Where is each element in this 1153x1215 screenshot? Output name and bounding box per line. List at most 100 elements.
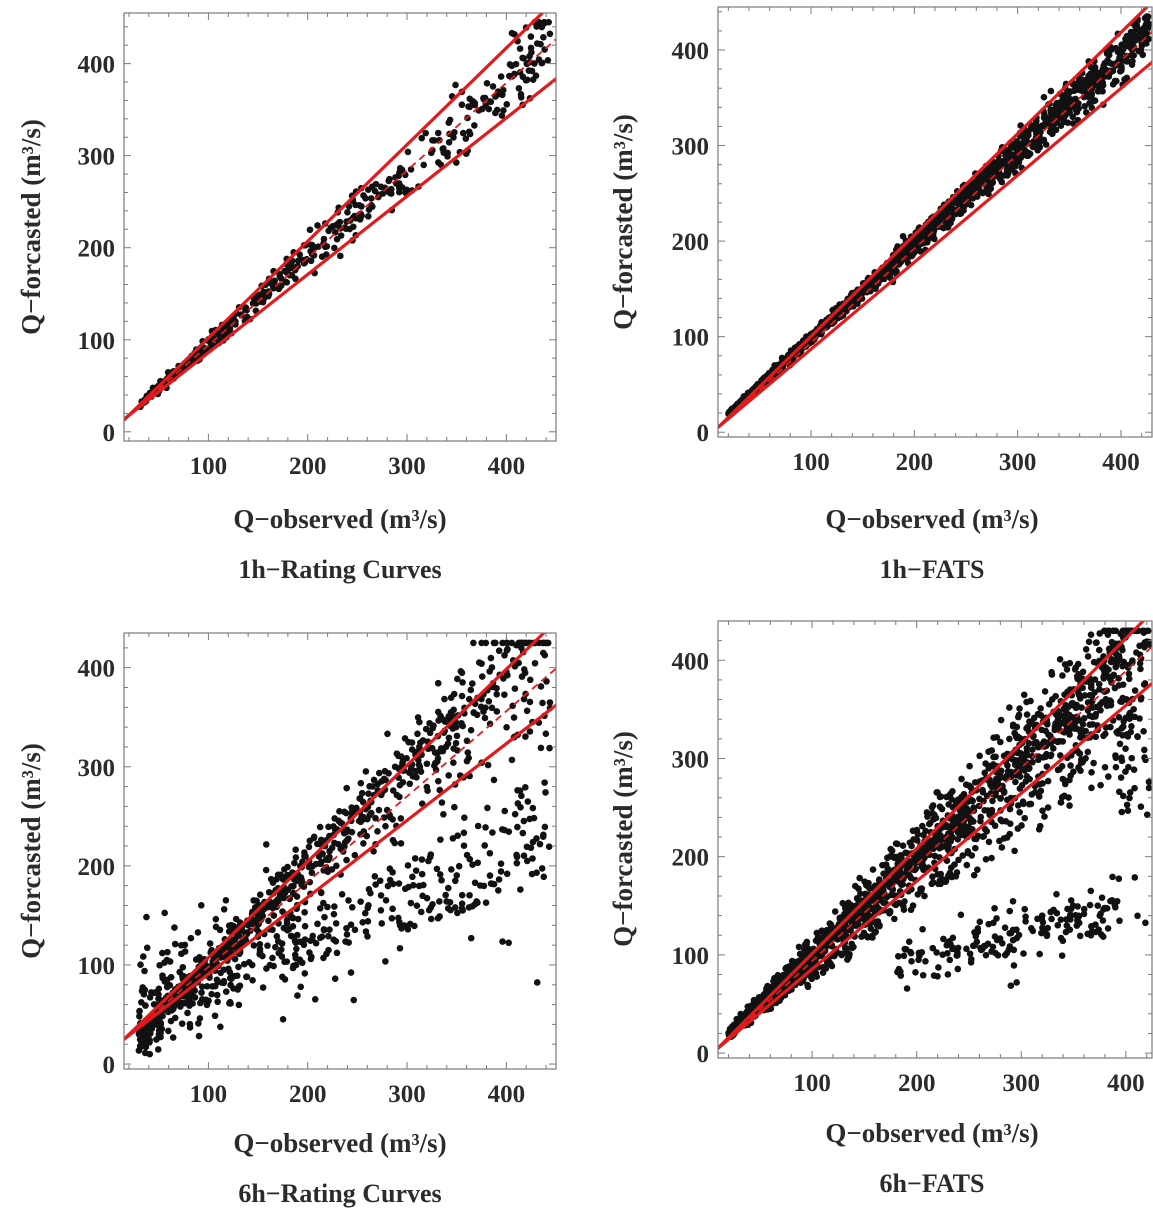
scatter-point: [423, 760, 431, 768]
scatter-point: [458, 669, 466, 677]
scatter-point: [406, 920, 414, 928]
scatter-point: [136, 1012, 143, 1020]
scatter-point: [279, 908, 286, 915]
scatter-point: [186, 1020, 194, 1028]
y-tick-label: 400: [78, 52, 116, 79]
scatter-point: [323, 243, 331, 250]
y-tick-label: 100: [672, 943, 710, 970]
scatter-point: [526, 52, 533, 60]
scatter-point: [546, 699, 554, 706]
scatter-point: [483, 80, 491, 87]
scatter-point: [471, 122, 478, 129]
scatter-point: [780, 971, 787, 979]
scatter-point: [508, 756, 516, 764]
scatter-point: [1137, 803, 1145, 811]
scatter-point: [1111, 684, 1119, 692]
scatter-point: [365, 206, 373, 213]
scatter-point: [869, 866, 877, 873]
y-tick-label: 0: [103, 420, 116, 447]
scatter-point: [1097, 910, 1104, 918]
scatter-point: [287, 932, 295, 940]
scatter-point: [523, 707, 531, 715]
scatter-point: [898, 881, 905, 889]
x-tick-label: 300: [999, 449, 1037, 476]
scatter-point: [1080, 905, 1088, 913]
scatter-point: [265, 917, 272, 925]
scatter-point: [929, 944, 937, 952]
scatter-point: [1103, 50, 1111, 58]
scatter-point: [335, 840, 342, 848]
scatter-point: [1119, 662, 1126, 670]
scatter-point: [915, 956, 922, 964]
scatter-point: [1130, 52, 1138, 59]
scatter-point: [517, 803, 524, 811]
scatter-point: [294, 992, 301, 999]
scatter-point: [315, 853, 323, 860]
fit-line-lower: [124, 703, 556, 1042]
fit-line-upper: [124, 13, 545, 423]
scatter-point: [1029, 758, 1036, 766]
x-tick-label: 100: [190, 453, 228, 480]
scatter-point: [412, 867, 420, 874]
scatter-point: [1058, 952, 1066, 959]
scatter-point: [951, 861, 958, 868]
scatter-point: [523, 857, 531, 865]
scatter-point: [320, 867, 327, 874]
scatter-point: [186, 1002, 193, 1009]
scatter-point: [469, 861, 476, 868]
scatter-point: [518, 792, 525, 800]
scatter-point: [198, 989, 205, 996]
scatter-point: [274, 938, 282, 945]
scatter-point: [325, 946, 332, 954]
scatter-point: [907, 948, 914, 956]
scatter-point: [917, 887, 924, 895]
scatter-point: [196, 1015, 204, 1022]
scatter-point: [143, 1037, 150, 1045]
scatter-point: [1082, 109, 1090, 116]
scatter-point: [957, 823, 965, 830]
scatter-point: [345, 835, 352, 842]
scatter-point: [203, 982, 211, 990]
scatter-point: [944, 971, 952, 978]
scatter-point: [1118, 724, 1126, 732]
scatter-point: [418, 856, 426, 863]
scatter-point: [997, 738, 1004, 746]
scatter-point: [343, 856, 350, 864]
scatter-point: [1112, 44, 1120, 52]
scatter-point: [165, 1027, 172, 1035]
scatter-point: [909, 242, 916, 249]
scatter-point: [1069, 120, 1077, 127]
scatter-point: [407, 166, 415, 173]
scatter-point: [1038, 916, 1046, 923]
scatter-point: [227, 981, 234, 989]
scatter-point: [1103, 702, 1111, 710]
scatter-point: [141, 1025, 149, 1033]
scatter-point: [499, 86, 507, 94]
scatter-point: [440, 145, 447, 152]
scatter-point: [908, 842, 915, 850]
scatter-point: [537, 744, 545, 752]
scatter-point: [360, 840, 367, 847]
scatter-point: [992, 753, 999, 761]
scatter-point: [1005, 153, 1012, 161]
scatter-point: [179, 963, 187, 971]
scatter-point: [1127, 728, 1135, 736]
scatter-point: [480, 882, 488, 890]
scatter-point: [1046, 128, 1054, 136]
scatter-point: [420, 881, 427, 889]
scatter-point: [461, 814, 468, 822]
scatter-point: [442, 891, 449, 899]
scatter-point: [1067, 911, 1074, 919]
scatter-point: [1096, 83, 1104, 91]
scatter-point: [281, 866, 288, 873]
scatter-point: [917, 248, 924, 255]
scatter-point: [270, 962, 277, 970]
scatter-point: [896, 867, 904, 875]
scatter-point: [292, 275, 299, 283]
scatter-point: [220, 966, 228, 974]
scatter-point: [1053, 909, 1061, 917]
scatter-point: [1137, 665, 1144, 673]
scatter-point: [319, 837, 327, 844]
y-tick-label: 0: [103, 1052, 116, 1079]
scatter-point: [486, 849, 494, 857]
